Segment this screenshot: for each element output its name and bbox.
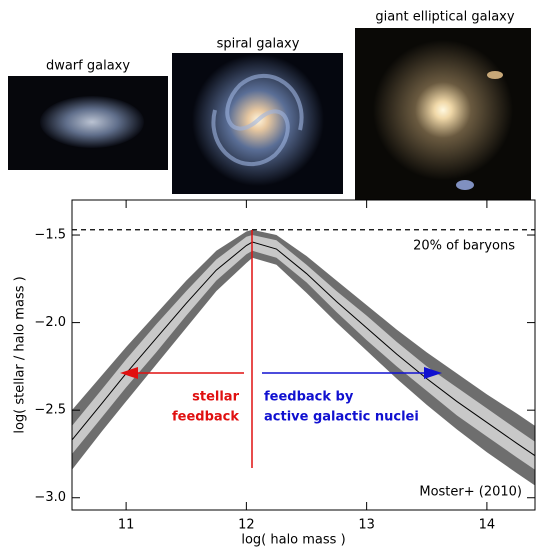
x-tick-label: 12 — [238, 518, 255, 533]
dwarf-image — [8, 76, 168, 170]
band — [72, 235, 535, 470]
y-axis-label: log( stellar / halo mass ) — [13, 276, 28, 433]
y-tick-label: −2.0 — [34, 315, 66, 330]
y-tick-label: −3.0 — [34, 490, 66, 505]
source: Moster+ (2010) — [419, 485, 522, 500]
x-tick-label: 13 — [358, 518, 375, 533]
annotation: feedback — [172, 410, 239, 425]
frame — [71, 199, 536, 511]
x-tick-label: 14 — [479, 518, 496, 533]
reference-label: 20% of baryons — [413, 238, 515, 253]
plot: 20% of baryons stellar feedback feedback by… — [13, 199, 536, 548]
spiral-image — [172, 53, 343, 194]
arrowhead — [424, 367, 442, 379]
line — [71, 241, 536, 457]
annotation: feedback by — [264, 390, 354, 405]
elliptical-image — [355, 28, 531, 216]
caption: spiral galaxy — [217, 37, 300, 52]
arrowhead — [120, 367, 138, 379]
caption: giant elliptical galaxy — [375, 10, 514, 25]
annotation: stellar — [192, 390, 239, 405]
annotation: active galactic nuclei — [264, 410, 419, 425]
caption: dwarf galaxy — [46, 59, 130, 74]
y-tick-label: −1.5 — [34, 228, 66, 243]
x-axis-label: log( halo mass ) — [241, 533, 345, 548]
y-tick-label: −2.5 — [34, 403, 66, 418]
x-tick-label: 11 — [118, 518, 135, 533]
